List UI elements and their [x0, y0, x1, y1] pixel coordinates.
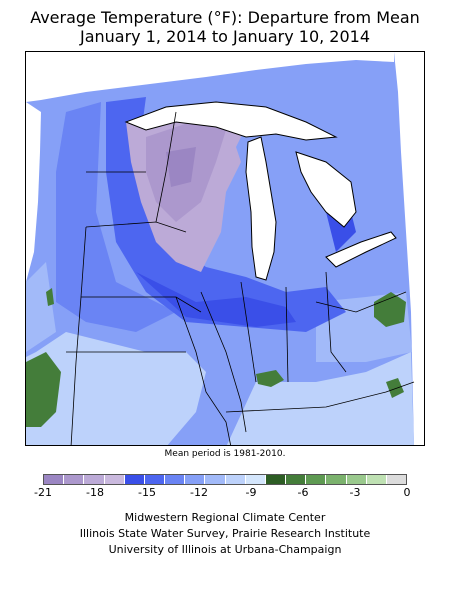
legend-tick-label: 0 [403, 486, 411, 499]
legend-swatch [144, 475, 166, 484]
legend-swatch [44, 475, 65, 484]
legend-tick-label: -3 [349, 486, 361, 499]
color-legend [43, 474, 407, 485]
legend-swatch [84, 475, 105, 484]
legend-swatch [306, 475, 327, 484]
legend-swatch [386, 475, 407, 484]
legend-tick-label: -21 [34, 486, 52, 499]
legend-swatch [265, 475, 287, 484]
legend-swatch [205, 475, 226, 484]
legend-ticks: -21 -18 -15 -12 -9 -6 -3 0 [34, 486, 410, 502]
legend-swatch [165, 475, 186, 484]
credit-line-2: Illinois State Water Survey, Prairie Res… [79, 527, 371, 540]
temperature-departure-map [25, 51, 425, 446]
legend-swatch [225, 475, 246, 484]
legend-swatch [326, 475, 347, 484]
map-date-range: January 1, 2014 to January 10, 2014 [79, 27, 371, 46]
legend-swatch [245, 475, 266, 484]
legend-swatch [185, 475, 206, 484]
legend-tick-label: -9 [245, 486, 257, 499]
legend-swatch [286, 475, 307, 484]
legend-swatch [366, 475, 387, 484]
mean-period-note: Mean period is 1981-2010. [164, 449, 286, 459]
legend-tick-label: -18 [86, 486, 104, 499]
credit-line-3: University of Illinois at Urbana-Champai… [108, 543, 342, 556]
legend-swatch [346, 475, 367, 484]
legend-tick-label: -6 [297, 486, 309, 499]
map-title: Average Temperature (°F): Departure from… [30, 8, 420, 27]
legend-swatch [64, 475, 85, 484]
credit-line-1: Midwestern Regional Climate Center [124, 511, 326, 524]
legend-tick-label: -15 [138, 486, 156, 499]
legend-swatch [124, 475, 145, 484]
legend-tick-label: -12 [190, 486, 208, 499]
legend-swatch [104, 475, 125, 484]
